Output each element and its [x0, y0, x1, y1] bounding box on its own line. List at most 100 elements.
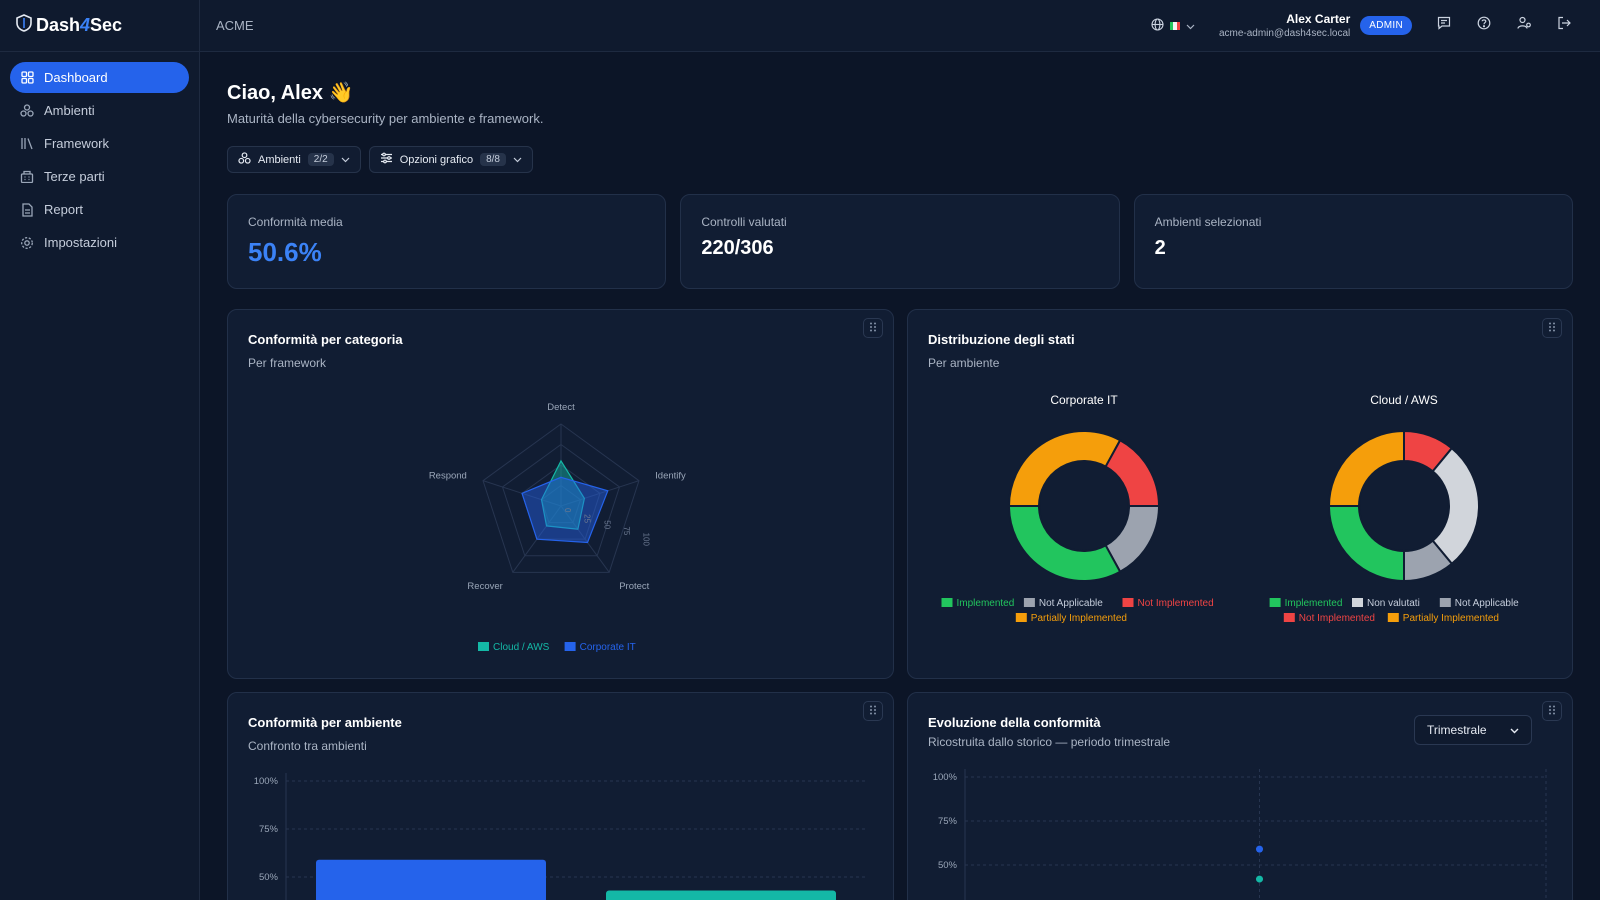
legend-label: Non valutati — [1367, 598, 1420, 609]
legend-swatch — [1352, 598, 1363, 607]
page-title: Ciao, Alex 👋 — [227, 82, 354, 104]
bar-corporate-it — [316, 859, 546, 900]
sidebar: Dash4Sec Dashboard Ambienti Framework Te… — [0, 0, 200, 900]
environment-compliance-card: Conformità per ambiente Confronto tra am… — [227, 692, 894, 900]
period-select[interactable]: Trimestrale — [1414, 715, 1532, 745]
donut-charts: Corporate IT Implemented Not Applicable Not… — [941, 393, 1519, 624]
radar-tick-label: 25 — [583, 514, 592, 523]
legend-swatch — [564, 642, 576, 651]
radar-grid-ring — [482, 423, 640, 573]
user-email: acme-admin@dash4sec.local — [1218, 28, 1351, 39]
legend-label: Not Applicable — [1455, 598, 1519, 609]
radar-series-cloud-aws — [540, 459, 586, 530]
y-tick-label: 100% — [933, 772, 958, 783]
role-badge: ADMIN — [1360, 16, 1412, 35]
drag-handle[interactable] — [1542, 318, 1562, 338]
y-tick-label: 50% — [938, 860, 958, 871]
drag-handle[interactable] — [863, 701, 883, 721]
y-tick-label: 75% — [259, 824, 279, 835]
account-button[interactable] — [1504, 6, 1544, 46]
drag-handle[interactable] — [863, 318, 883, 338]
bar-chart: 100% 75% 50% — [254, 773, 866, 900]
drag-dots-icon — [869, 702, 877, 720]
legend-label: Partially Implemented — [1031, 613, 1127, 624]
organization-name: ACME — [216, 18, 254, 33]
radar-grid-ring — [540, 484, 582, 524]
cluster-icon — [238, 152, 251, 167]
card-subtitle: Confronto tra ambienti — [248, 739, 367, 753]
card-subtitle: Per framework — [248, 356, 327, 370]
filter-count: 2/2 — [307, 153, 334, 166]
shield-icon — [16, 14, 32, 37]
sidebar-item-label: Report — [44, 202, 84, 217]
sidebar-item-terze-parti[interactable]: Terze parti — [10, 161, 189, 192]
sidebar-item-ambienti[interactable]: Ambienti — [10, 95, 189, 126]
legend-swatch — [1387, 613, 1399, 622]
user-settings-icon — [1516, 16, 1532, 35]
stat-label: Controlli valutati — [701, 215, 787, 229]
sidebar-item-impostazioni[interactable]: Impostazioni — [10, 227, 189, 258]
help-icon — [1477, 16, 1491, 35]
radar-chart-card: Conformità per categoria Per framework 0… — [227, 309, 894, 679]
legend-swatch — [1283, 613, 1295, 622]
card-subtitle: Per ambiente — [928, 356, 1000, 370]
legend-label: Corporate IT — [580, 642, 636, 653]
trend-point-corporate-it — [1256, 845, 1263, 853]
user-name: Alex Carter — [1286, 12, 1351, 26]
drag-handle[interactable] — [1542, 701, 1562, 721]
sidebar-item-dashboard[interactable]: Dashboard — [10, 62, 189, 93]
filter-label: Opzioni grafico — [399, 153, 474, 166]
legend-swatch — [941, 598, 953, 607]
donut-title: Cloud / AWS — [1370, 393, 1438, 407]
radar-tick-label: 0 — [563, 508, 572, 513]
trend-point-cloud-aws — [1256, 875, 1263, 883]
y-tick-label: 50% — [259, 872, 279, 883]
radar-tick-label: 50 — [602, 520, 611, 529]
sliders-icon — [380, 152, 393, 167]
stat-value: 2 — [1154, 237, 1166, 259]
donut-slice-not-implemented — [1104, 438, 1161, 507]
chevron-down-icon — [1186, 19, 1195, 33]
legend-label: Not Applicable — [1039, 598, 1103, 609]
brand-logo[interactable]: Dash4Sec — [0, 0, 199, 52]
stats-row: Conformità media 50.6% Controlli valutat… — [227, 194, 1573, 289]
environments-filter[interactable]: Ambienti 2/2 — [227, 146, 361, 173]
chevron-down-icon — [513, 154, 522, 166]
card-title: Distribuzione degli stati — [928, 332, 1075, 347]
status-distribution-card: Distribuzione degli stati Per ambiente C… — [907, 309, 1573, 679]
chevron-down-icon — [1510, 723, 1519, 737]
legend-swatch — [1023, 598, 1035, 607]
filter-label: Ambienti — [258, 153, 301, 166]
cluster-icon — [20, 104, 34, 118]
radar-series-corporate-it — [521, 476, 609, 544]
legend-label: Not Implemented — [1138, 598, 1214, 609]
language-selector[interactable] — [1151, 17, 1195, 34]
help-button[interactable] — [1464, 6, 1504, 46]
messages-button[interactable] — [1424, 6, 1464, 46]
message-icon — [1437, 16, 1451, 35]
sidebar-item-label: Terze parti — [44, 169, 105, 184]
chart-options-filter[interactable]: Opzioni grafico 8/8 — [368, 146, 533, 173]
radar-axis-label: Identify — [655, 470, 686, 481]
donut-slice-implemented — [1007, 505, 1122, 582]
radar-axis-label: Respond — [429, 470, 467, 481]
stat-label: Conformità media — [248, 215, 343, 229]
building-icon — [20, 170, 34, 184]
card-title: Conformità per categoria — [248, 332, 403, 347]
globe-icon — [1151, 17, 1164, 34]
y-tick-label: 100% — [254, 776, 279, 787]
legend-label: Implemented — [1285, 598, 1343, 609]
sidebar-item-label: Impostazioni — [44, 235, 117, 250]
donut-slice-implemented — [1327, 505, 1405, 583]
legend-label: Cloud / AWS — [493, 642, 550, 653]
period-select-value: Trimestrale — [1427, 723, 1487, 737]
library-icon — [20, 137, 34, 151]
radar-axis-label: Detect — [547, 402, 575, 413]
donut-title: Corporate IT — [1050, 393, 1118, 407]
logout-button[interactable] — [1544, 6, 1584, 46]
chevron-down-icon — [341, 154, 350, 166]
sidebar-item-framework[interactable]: Framework — [10, 128, 189, 159]
sidebar-item-report[interactable]: Report — [10, 194, 189, 225]
sidebar-nav: Dashboard Ambienti Framework Terze parti… — [0, 52, 199, 270]
stat-card-controls-evaluated: Controlli valutati 220/306 — [680, 194, 1120, 289]
